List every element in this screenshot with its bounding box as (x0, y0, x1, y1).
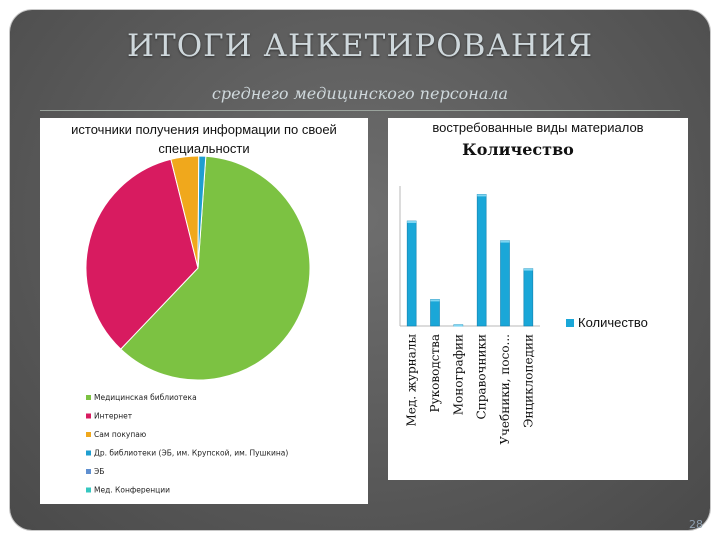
pie-legend-swatch (86, 395, 91, 400)
bar (523, 268, 534, 327)
bar-cap (477, 194, 487, 197)
pie-legend-label: Медицинская библиотека (94, 393, 197, 402)
bar-cap (407, 221, 417, 223)
x-category-label: Мед. журналы (405, 334, 419, 427)
x-category-label: Энциклопедии (521, 334, 535, 428)
bar-cap (430, 299, 440, 302)
pie-legend-label: ЭБ (94, 467, 104, 476)
x-category-label: Монографии (451, 334, 465, 415)
bar (500, 240, 510, 327)
page-title: ИТОГИ АНКЕТИРОВАНИЯ (126, 28, 594, 64)
bar (476, 194, 487, 327)
page-number: 28 (689, 518, 703, 531)
bar (430, 299, 440, 327)
x-category-label: Учебники, посо... (498, 334, 512, 445)
pie-legend-swatch (86, 413, 91, 419)
bar-cap (523, 268, 533, 271)
bar-legend-label: Количество (578, 315, 648, 330)
bar-chart-heading: востребованные виды материалов (432, 120, 644, 135)
page-subtitle: среднего медицинского персонала (211, 84, 509, 103)
pie-chart-panel: источники получения информации по своей … (40, 118, 368, 504)
pie-legend-swatch (86, 469, 91, 474)
pie-legend-swatch (86, 450, 91, 456)
pie-chart: Медицинская библиотека Интернет Сам покупа… (85, 155, 311, 495)
bar-chart-title: Количество (462, 140, 574, 159)
x-category-label: Справочники (475, 334, 489, 419)
pie-legend-label: Сам покупаю (94, 430, 146, 439)
pie-slice (120, 155, 311, 381)
bar-chart-panel: востребованные виды материалов Количеств… (388, 118, 688, 480)
pie-legend-label: Др. библиотеки (ЭБ, им. Крупской, им. Пу… (94, 449, 288, 458)
bar-cap (453, 324, 463, 327)
pie-legend-label: Интернет (94, 412, 133, 421)
pie-legend-swatch (86, 487, 91, 493)
pie-slice (197, 155, 207, 269)
bar-chart: 020406080100120140160180200Мед. журналыР… (399, 186, 648, 445)
title-divider (40, 110, 680, 111)
bar-legend-swatch (566, 319, 574, 327)
bar-cap (500, 240, 510, 243)
pie-legend-label: Мед. Конференции (94, 486, 170, 495)
pie-legend-swatch (86, 432, 91, 437)
bar (406, 220, 417, 327)
pie-chart-heading: источники получения информации по своей … (71, 122, 337, 156)
pie-slice (85, 158, 199, 350)
x-category-label: Руководства (428, 334, 442, 413)
